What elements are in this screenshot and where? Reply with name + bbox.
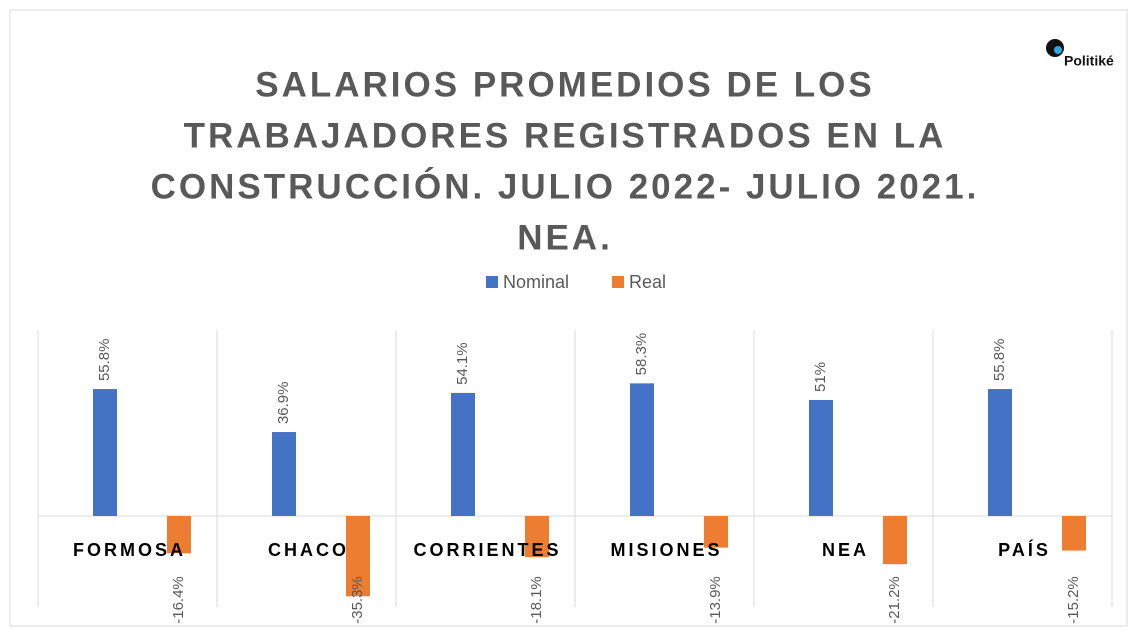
x-tick-label: CORRIENTES xyxy=(413,540,561,560)
value-label: -15.2% xyxy=(1065,576,1082,624)
chart-title: NEA. xyxy=(517,218,613,257)
x-tick-label: FORMOSA xyxy=(73,540,186,560)
value-label: 51% xyxy=(812,362,829,392)
bar xyxy=(630,383,654,516)
logo-icon-dot xyxy=(1054,46,1062,54)
bar xyxy=(1062,516,1086,551)
value-label: 55.8% xyxy=(96,339,113,382)
value-label: -21.2% xyxy=(886,576,903,624)
x-tick-label: PAÍS xyxy=(998,539,1051,560)
bar xyxy=(809,399,833,516)
bar xyxy=(988,389,1012,516)
bar xyxy=(167,516,191,554)
value-label: -18.1% xyxy=(528,576,545,624)
legend-swatch xyxy=(612,276,624,288)
value-label: 58.3% xyxy=(633,333,650,376)
chart-title: SALARIOS PROMEDIOS DE LOS xyxy=(255,65,875,104)
legend-label: Real xyxy=(629,272,666,292)
chart-frame xyxy=(9,9,1128,627)
bar xyxy=(704,516,728,548)
value-label: 54.1% xyxy=(454,342,471,385)
x-tick-label: CHACO xyxy=(268,540,349,560)
x-tick-label: MISIONES xyxy=(610,540,722,560)
bar xyxy=(525,516,549,558)
bar xyxy=(346,516,370,597)
value-label: -16.4% xyxy=(170,576,187,624)
value-label: 55.8% xyxy=(991,339,1008,382)
bar xyxy=(883,516,907,565)
x-tick-label: NEA xyxy=(822,540,869,560)
legend-label: Nominal xyxy=(503,272,569,292)
legend-swatch xyxy=(486,276,498,288)
value-label: -13.9% xyxy=(707,576,724,624)
chart-title: TRABAJADORES REGISTRADOS EN LA xyxy=(184,116,947,155)
chart-title: CONSTRUCCIÓN. JULIO 2022- JULIO 2021. xyxy=(151,166,980,206)
logo-text: Politiké xyxy=(1064,53,1114,69)
value-label: -35.3% xyxy=(349,576,366,624)
value-label: 36.9% xyxy=(275,382,292,425)
logo: Politiké xyxy=(1046,39,1114,69)
bar xyxy=(451,392,475,516)
bar xyxy=(93,389,117,516)
bar xyxy=(272,432,296,516)
